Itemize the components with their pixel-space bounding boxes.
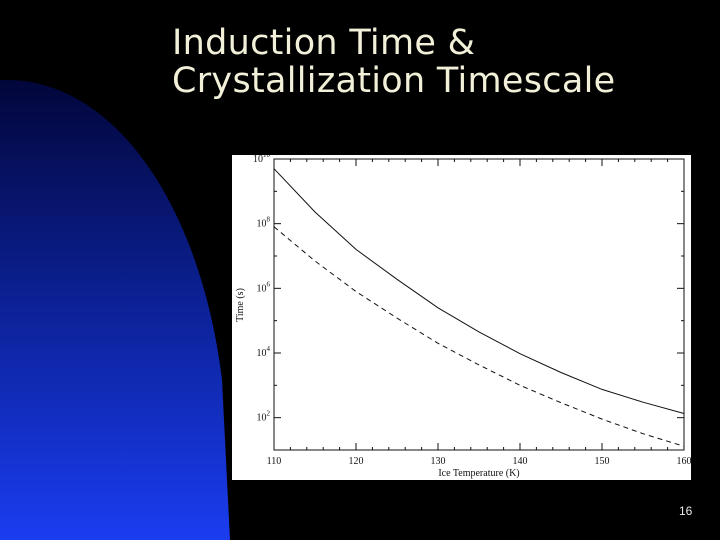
x-tick-label: 140 xyxy=(513,456,528,467)
slide-title-line-1: Induction Time & xyxy=(172,23,476,63)
x-tick-label: 150 xyxy=(595,456,610,467)
x-axis-label: Ice Temperature (K) xyxy=(438,468,519,479)
y-tick-label: 104 xyxy=(257,345,271,359)
y-axis-label: Time (s) xyxy=(235,288,246,322)
x-tick-label: 160 xyxy=(677,456,692,467)
series-line-solid xyxy=(273,168,685,414)
slide-title-line-2: Crystallization Timescale xyxy=(172,61,616,101)
page-number: 16 xyxy=(679,504,693,518)
x-tick-label: 130 xyxy=(431,456,446,467)
x-tick-label: 120 xyxy=(349,456,364,467)
slide-title: Induction Time & Crystallization Timesca… xyxy=(172,24,615,100)
y-tick-label: 102 xyxy=(257,410,271,424)
y-tick-label: 108 xyxy=(257,216,271,230)
series-line-dashed xyxy=(273,226,685,447)
chart-svg: 110 120 130 140 150 160 102 104 106 108 1010 Ice T… xyxy=(235,155,691,479)
axis-ticks: 110 120 130 140 150 160 102 104 106 108 1010 xyxy=(253,155,691,467)
y-tick-label: 1010 xyxy=(253,155,271,165)
y-tick-label: 106 xyxy=(257,280,271,294)
x-tick-label: 110 xyxy=(267,456,282,467)
series-layer xyxy=(273,168,685,447)
chart-panel: 110 120 130 140 150 160 102 104 106 108 1010 Ice T… xyxy=(232,155,691,480)
plot-frame xyxy=(273,158,685,451)
